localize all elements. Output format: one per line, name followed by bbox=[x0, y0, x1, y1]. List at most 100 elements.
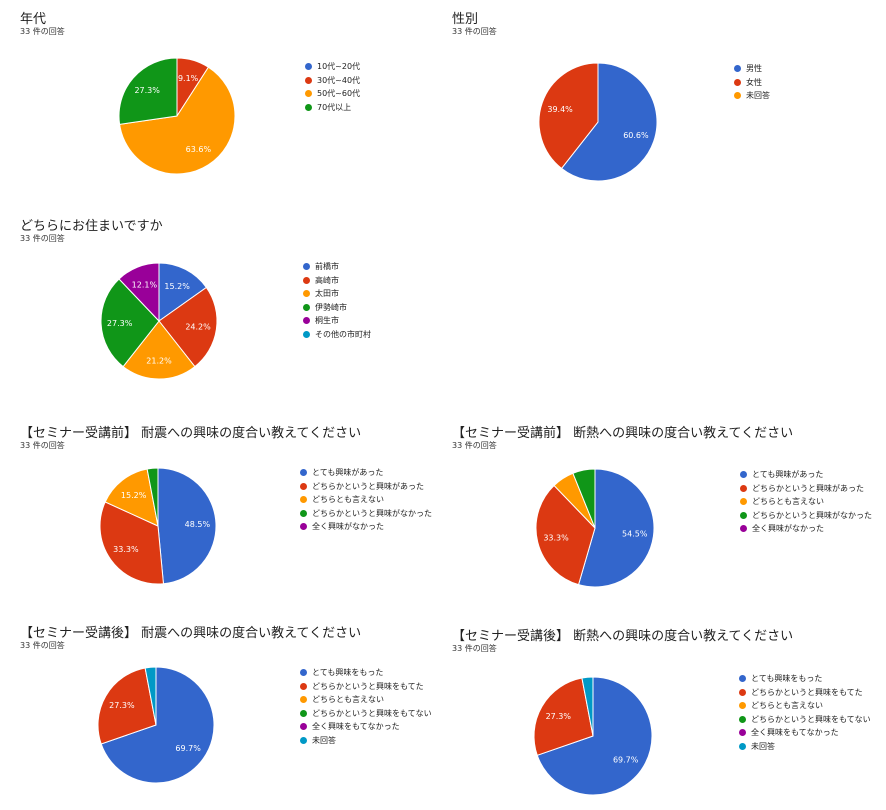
legend-color-dot bbox=[300, 509, 307, 517]
legend-item[interactable]: 未回答 bbox=[739, 740, 871, 754]
legend-item[interactable]: とても興味をもった bbox=[739, 672, 871, 686]
chart-gender: 性別 33 件の回答 60.6% 39.4% 男性 女性未回答 bbox=[452, 8, 882, 208]
legend-item[interactable]: 伊勢崎市 bbox=[303, 301, 371, 315]
pie-slice[interactable] bbox=[122, 320, 196, 380]
legend-label: 未回答 bbox=[312, 735, 336, 745]
pie-slice[interactable] bbox=[535, 484, 596, 586]
slice-percent-label: 27.3% bbox=[546, 712, 572, 721]
pie-slice[interactable] bbox=[157, 467, 217, 585]
legend-item[interactable]: 全く興味をもてなかった bbox=[300, 720, 432, 734]
slice-percent-label: 12.1% bbox=[132, 280, 158, 289]
pie-slice[interactable] bbox=[97, 667, 157, 745]
legend-label: 10代~20代 bbox=[317, 62, 361, 72]
chart-title: 【セミナー受講前】 断熱への興味の度合い教えてください bbox=[452, 426, 794, 441]
legend-item[interactable]: どちらかというと興味をもてない bbox=[739, 713, 871, 727]
legend-label: とても興味をもった bbox=[751, 674, 823, 684]
pie-slice[interactable] bbox=[146, 467, 159, 527]
slice-percent-label: 33.3% bbox=[543, 534, 569, 543]
legend-item[interactable]: 全く興味がなかった bbox=[740, 522, 872, 536]
pie-slice[interactable] bbox=[533, 677, 594, 756]
pie-slice[interactable] bbox=[158, 262, 208, 322]
legend-item[interactable]: 全く興味をもてなかった bbox=[739, 726, 871, 740]
pie-slice[interactable] bbox=[104, 468, 159, 527]
chart-legend: とても興味をもった どちらかというと興味をもてた どちらとも言えない どちらかというと… bbox=[300, 666, 432, 747]
legend-item[interactable]: 全く興味がなかった bbox=[300, 520, 432, 534]
legend-item[interactable]: 太田市 bbox=[303, 287, 371, 301]
pie-slice[interactable] bbox=[118, 57, 178, 125]
legend-label: 未回答 bbox=[746, 91, 770, 101]
chart-legend: とても興味があったどちらかというと興味があった どちらとも言えないどちらかというと… bbox=[300, 466, 432, 534]
legend-item[interactable]: 桐生市 bbox=[303, 314, 371, 328]
pie-slice[interactable] bbox=[572, 468, 596, 529]
legend-item[interactable]: その他の市町村 bbox=[303, 328, 371, 342]
legend-label: 女性 bbox=[746, 77, 762, 87]
legend-item[interactable]: どちらとも言えない bbox=[300, 493, 432, 507]
legend-color-dot bbox=[300, 469, 307, 477]
legend-color-dot bbox=[739, 729, 746, 737]
legend-item[interactable]: どちらとも言えない bbox=[739, 699, 871, 713]
legend-color-dot bbox=[300, 736, 307, 744]
legend-item[interactable]: 未回答 bbox=[734, 89, 770, 103]
legend-item[interactable]: どちらかというと興味がなかった bbox=[300, 507, 432, 521]
legend-item[interactable]: どちらかというと興味があった bbox=[300, 480, 432, 494]
slice-percent-label: 33.3% bbox=[113, 545, 139, 554]
pie-chart: 54.5% 33.3% bbox=[535, 468, 655, 588]
chart-title: 性別 bbox=[452, 12, 479, 27]
legend-label: とても興味があった bbox=[312, 468, 384, 478]
slice-percent-label: 9.1% bbox=[178, 74, 199, 83]
legend-item[interactable]: どちらとも言えない bbox=[300, 693, 432, 707]
legend-label: 未回答 bbox=[751, 741, 775, 751]
legend-label: どちらかというと興味がなかった bbox=[752, 510, 872, 520]
legend-label: 全く興味がなかった bbox=[752, 524, 824, 534]
pie-slice[interactable] bbox=[119, 66, 236, 175]
legend-item[interactable]: とても興味があった bbox=[740, 468, 872, 482]
pie-slice[interactable] bbox=[100, 666, 215, 784]
legend-item[interactable]: 70代以上 bbox=[305, 101, 360, 115]
pie-slice[interactable] bbox=[144, 666, 157, 726]
pie-slice[interactable] bbox=[581, 676, 594, 737]
legend-color-dot bbox=[740, 511, 747, 519]
chart-residence: どちらにお住まいですか 33 件の回答 15.2% 24.2% 21.2% 27.3% 12… bbox=[20, 215, 440, 415]
chart-legend: 男性 女性 未回答 bbox=[734, 62, 770, 103]
legend-color-dot bbox=[740, 484, 747, 492]
legend-item[interactable]: どちらかというと興味をもてた bbox=[300, 680, 432, 694]
legend-color-dot bbox=[740, 525, 747, 533]
legend-color-dot bbox=[300, 682, 307, 690]
pie-slice[interactable] bbox=[99, 501, 165, 585]
legend-item[interactable]: 30代~40代 bbox=[305, 74, 360, 88]
legend-color-dot bbox=[740, 471, 747, 479]
chart-legend: とても興味があった どちらかというと興味があった どちらとも言えない どちらかというと… bbox=[740, 468, 872, 536]
legend-item[interactable]: とても興味があった bbox=[300, 466, 432, 480]
slice-percent-label: 60.6% bbox=[623, 131, 649, 140]
slice-percent-label: 39.4% bbox=[547, 105, 573, 114]
legend-item[interactable]: どちらかというと興味がなかった bbox=[740, 509, 872, 523]
legend-item[interactable]: 未回答 bbox=[300, 734, 432, 748]
pie-slice[interactable] bbox=[538, 62, 599, 170]
legend-item[interactable]: 50代~60代 bbox=[305, 87, 360, 101]
pie-chart: 48.5% 33.3% 15.2% bbox=[99, 467, 217, 585]
response-count: 33 件の回答 bbox=[452, 644, 497, 653]
legend-item[interactable]: 女性 bbox=[734, 76, 770, 90]
legend-item[interactable]: どちらとも言えない bbox=[740, 495, 872, 509]
pie-slice[interactable] bbox=[577, 468, 655, 588]
slice-percent-label: 15.2% bbox=[121, 491, 147, 500]
legend-item[interactable]: 10代~20代 bbox=[305, 60, 360, 74]
legend-item[interactable]: どちらかというと興味をもてない bbox=[300, 707, 432, 721]
legend-item[interactable]: 高崎市 bbox=[303, 274, 371, 288]
pie-slice[interactable] bbox=[536, 676, 653, 796]
legend-color-dot bbox=[305, 90, 312, 98]
legend-item[interactable]: 前橋市 bbox=[303, 260, 371, 274]
pie-slice[interactable] bbox=[100, 278, 160, 368]
legend-item[interactable]: とても興味をもった bbox=[300, 666, 432, 680]
legend-item[interactable]: 男性 bbox=[734, 62, 770, 76]
pie-slice[interactable] bbox=[118, 262, 160, 323]
pie-slice[interactable] bbox=[560, 62, 658, 182]
legend-label: どちらとも言えない bbox=[312, 495, 384, 505]
response-count: 33 件の回答 bbox=[20, 234, 65, 243]
legend-item[interactable]: どちらかというと興味があった bbox=[740, 482, 872, 496]
legend-item[interactable]: どちらかというと興味をもてた bbox=[739, 686, 871, 700]
response-count: 33 件の回答 bbox=[452, 27, 497, 36]
pie-slice[interactable] bbox=[158, 286, 218, 368]
legend-label: どちらかというと興味がなかった bbox=[312, 508, 432, 518]
slice-percent-label: 63.6% bbox=[186, 145, 212, 154]
